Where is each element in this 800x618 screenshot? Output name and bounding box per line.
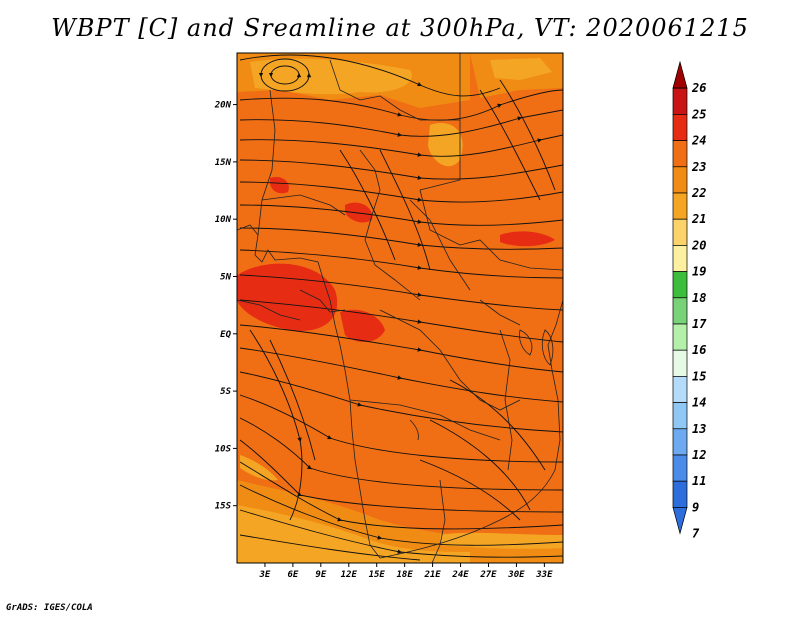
colorbar-label: 11 <box>692 474 706 488</box>
colorbar-label: 20 <box>691 238 706 252</box>
colorbar-label: 25 <box>691 107 706 121</box>
colorbar-swatch <box>672 454 688 482</box>
colorbar-swatch <box>672 480 688 508</box>
colorbar-label: 26 <box>691 81 706 95</box>
colorbar-swatch <box>672 271 688 299</box>
map-title: WBPT [C] and Sreamline at 300hPa, VT: 20… <box>51 14 749 42</box>
colorbar-swatch <box>672 166 688 194</box>
colorbar-swatch <box>672 245 688 272</box>
colorbar-swatch <box>672 140 688 168</box>
lat-tick-label: 20N <box>214 101 232 111</box>
colorbar-label: 15 <box>692 369 706 383</box>
lon-tick-label: 18E <box>397 570 414 580</box>
colorbar-label: 16 <box>692 343 706 357</box>
colorbar-swatch <box>672 376 688 403</box>
lon-tick-label: 6E <box>287 570 298 580</box>
map-frame <box>236 52 564 564</box>
lat-tick-label: EQ <box>220 330 231 340</box>
map-plot-area <box>237 53 563 563</box>
lat-tick-label: 10N <box>215 215 232 225</box>
colorbar-swatch <box>672 402 688 430</box>
colorbar-swatch <box>672 218 688 246</box>
colorbar-swatch <box>672 87 688 115</box>
colorbar-swatch <box>672 192 688 220</box>
colorbar-label: 14 <box>692 396 706 410</box>
colorbar-label: 23 <box>691 160 706 174</box>
grads-credit: GrADS: IGES/COLA <box>6 603 93 613</box>
lon-tick-label: 3E <box>259 570 271 580</box>
colorbar-label: 9 <box>692 500 699 514</box>
lat-tick-label: 5S <box>220 387 231 397</box>
lat-tick-label: 5N <box>220 272 231 282</box>
lon-tick-label: 15E <box>369 570 386 580</box>
colorbar-top-arrow <box>672 60 688 89</box>
lon-tick-label: 33E <box>535 570 553 580</box>
country-borders <box>237 53 563 563</box>
colorbar-bottom-arrow <box>672 507 688 535</box>
colorbar-label: 12 <box>692 448 706 462</box>
colorbar-label: 17 <box>692 317 707 331</box>
lat-tick-label: 15S <box>215 502 232 512</box>
colorbar-swatch <box>672 323 688 351</box>
lon-tick-label: 27E <box>479 570 497 580</box>
lat-tick-label: 10S <box>215 444 232 454</box>
lat-tick-label: 15N <box>215 158 232 168</box>
colorbar-label: 7 <box>692 527 700 541</box>
lon-tick-label: 21E <box>423 570 441 580</box>
colorbar-label: 21 <box>691 212 706 226</box>
colorbar-swatch <box>672 349 688 377</box>
latitude-axis: 20N 15N 10N 5N EQ 5S 10S 15S <box>214 101 237 512</box>
lon-tick-label: 30E <box>507 570 525 580</box>
map-figure: 20N 15N 10N 5N EQ 5S 10S 15S 3E 6E 9E 12E 15E 18E 21E… <box>214 52 707 580</box>
colorbar-label: 13 <box>692 422 706 436</box>
colorbar-label: 18 <box>692 291 706 305</box>
colorbar-label: 24 <box>691 134 706 148</box>
colorbar-swatch <box>672 297 688 325</box>
lon-tick-label: 9E <box>315 570 326 580</box>
colorbar-swatch <box>672 428 688 456</box>
lon-tick-label: 12E <box>341 570 358 580</box>
colorbar: 26 25 24 23 22 21 20 19 18 17 16 15 14 13 12 11 9 7 <box>672 60 707 541</box>
longitude-axis: 3E 6E 9E 12E 15E 18E 21E 24E 27E 30E 33E <box>259 563 553 580</box>
colorbar-label: 22 <box>691 186 706 200</box>
colorbar-swatch <box>672 114 688 141</box>
colorbar-label: 19 <box>692 265 706 279</box>
lon-tick-label: 24E <box>451 570 469 580</box>
